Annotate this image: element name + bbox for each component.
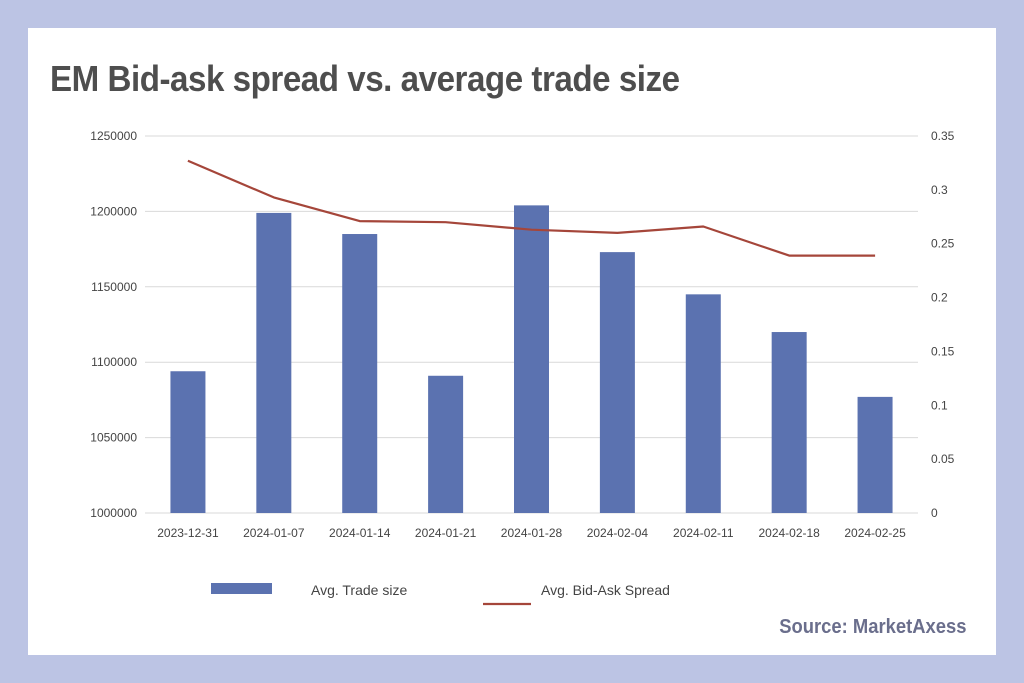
left-tick-label: 1100000 [91, 355, 137, 369]
left-tick-label: 1150000 [91, 280, 137, 294]
bar-series [170, 205, 893, 514]
left-tick-label: 1250000 [90, 129, 137, 143]
x-tick-label: 2024-02-04 [587, 526, 649, 540]
x-tick-label: 2024-02-11 [673, 526, 734, 540]
right-tick-label: 0.25 [931, 237, 955, 251]
right-tick-label: 0.2 [931, 291, 948, 305]
bar [256, 212, 292, 513]
spread-line [187, 159, 876, 257]
right-tick-label: 0.05 [931, 452, 955, 466]
right-tick-label: 0.35 [931, 129, 955, 143]
legend-bar-label: Avg. Trade size [311, 582, 407, 598]
legend-bar-swatch [211, 583, 272, 594]
left-tick-label: 1000000 [90, 506, 137, 520]
x-tick-label: 2024-02-25 [844, 526, 906, 540]
legend-line-label: Avg. Bid-Ask Spread [541, 582, 670, 598]
chart-svg: 1000000 1050000 1100000 1150000 1200000 12500… [90, 129, 955, 606]
x-tick-label: 2024-01-28 [501, 526, 563, 540]
bar [170, 371, 206, 513]
source-note: Source: MarketAxess [778, 616, 966, 638]
bar [342, 234, 378, 513]
right-tick-label: 0 [931, 506, 938, 520]
x-tick-label: 2024-01-14 [329, 526, 391, 540]
left-axis-ticks: 1000000 1050000 1100000 1150000 1200000 12500… [90, 129, 137, 520]
right-axis-ticks: 0 0.05 0.1 0.15 0.2 0.25 0.3 0.35 [931, 129, 955, 520]
bar [771, 332, 807, 513]
bar [514, 205, 549, 514]
x-tick-label: 2024-01-21 [415, 526, 477, 540]
right-tick-label: 0.15 [931, 344, 955, 358]
line-series [187, 159, 876, 257]
bar [685, 294, 721, 513]
right-tick-label: 0.1 [931, 398, 948, 412]
right-tick-label: 0.3 [931, 183, 948, 197]
left-tick-label: 1050000 [90, 431, 137, 445]
x-tick-label: 2023-12-31 [157, 526, 219, 540]
x-tick-label: 2024-01-07 [243, 526, 305, 540]
bar [428, 375, 464, 513]
bar [857, 396, 893, 513]
left-tick-label: 1200000 [90, 204, 137, 218]
x-axis-ticks: 2023-12-31 2024-01-07 2024-01-14 2024-01-21… [157, 526, 906, 540]
bar [599, 252, 635, 513]
chart-card: EM Bid-ask spread vs. average trade size… [28, 28, 996, 655]
legend: Avg. Trade size Avg. Bid-Ask Spread [211, 582, 670, 606]
x-tick-label: 2024-02-18 [758, 526, 820, 540]
chart-title: EM Bid-ask spread vs. average trade size [50, 58, 680, 99]
